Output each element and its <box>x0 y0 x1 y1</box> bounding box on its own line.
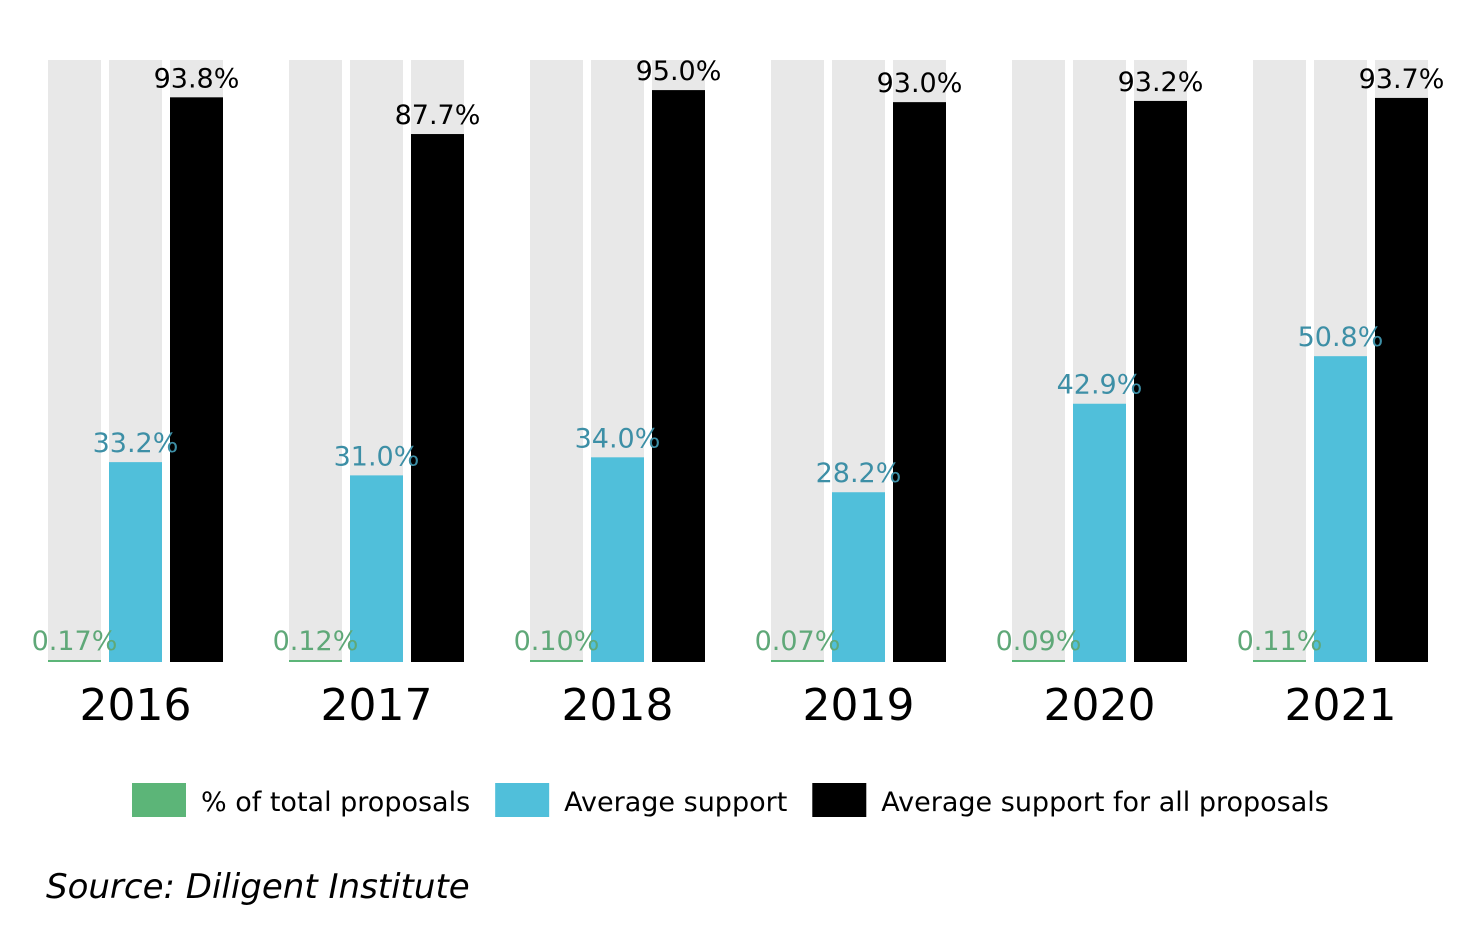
data-label: 93.8% <box>154 63 240 94</box>
x-tick-label: 2021 <box>1285 680 1397 731</box>
x-tick-label: 2016 <box>80 680 192 731</box>
background-bars <box>48 60 1428 662</box>
source-note: Source: Diligent Institute <box>46 867 470 907</box>
bar <box>411 134 464 662</box>
bar <box>771 660 824 662</box>
data-label: 93.0% <box>877 68 963 99</box>
legend-label: % of total proposals <box>201 787 470 818</box>
data-label: 33.2% <box>93 428 179 459</box>
bar <box>832 492 885 662</box>
data-label: 0.07% <box>755 626 841 657</box>
bar <box>170 97 223 663</box>
year-labels: 2016 2017 2018 2019 2020 2021 <box>80 680 1397 731</box>
legend-label: Average support for all proposals <box>881 787 1329 818</box>
data-bars <box>48 90 1428 663</box>
bar <box>652 90 705 663</box>
bar <box>289 660 342 662</box>
bar <box>1375 97 1428 662</box>
data-label: 42.9% <box>1057 370 1143 401</box>
bar <box>1073 403 1126 662</box>
data-label: 0.17% <box>32 626 118 657</box>
data-label: 93.2% <box>1118 67 1204 98</box>
bar <box>48 660 101 662</box>
x-tick-label: 2019 <box>803 680 915 731</box>
value-labels: 0.17% 33.2% 93.8% 0.12% 31.0% 87.7% 0.10% 34.0%… <box>32 56 1445 657</box>
data-label: 50.8% <box>1298 322 1384 353</box>
data-label: 93.7% <box>1359 64 1445 95</box>
legend-swatch <box>132 783 186 817</box>
data-label: 0.11% <box>1237 626 1323 657</box>
legend: % of total proposals Average support Avera… <box>132 783 1329 818</box>
background-bar <box>1012 60 1065 662</box>
data-label: 95.0% <box>636 56 722 87</box>
bar <box>1134 100 1187 663</box>
data-label: 87.7% <box>395 100 481 131</box>
bar <box>530 660 583 662</box>
bar <box>591 457 644 662</box>
data-label: 0.10% <box>514 626 600 657</box>
bar <box>109 462 162 662</box>
data-label: 31.0% <box>334 441 420 472</box>
bar <box>893 102 946 662</box>
data-label: 28.2% <box>816 458 902 489</box>
background-bar <box>530 60 583 662</box>
background-bar <box>771 60 824 662</box>
legend-label: Average support <box>564 787 787 818</box>
legend-swatch <box>495 783 550 817</box>
data-label: 0.12% <box>273 626 359 657</box>
bar <box>1314 356 1367 662</box>
bar <box>1012 660 1065 662</box>
background-bar <box>289 60 342 662</box>
x-tick-label: 2017 <box>321 680 433 731</box>
legend-swatch <box>812 783 867 817</box>
bar <box>1253 660 1306 662</box>
data-label: 34.0% <box>575 423 661 454</box>
data-label: 0.09% <box>996 626 1082 657</box>
background-bar <box>1253 60 1306 662</box>
bar <box>350 475 403 662</box>
x-tick-label: 2018 <box>562 680 674 731</box>
x-tick-label: 2020 <box>1044 680 1156 731</box>
background-bar <box>48 60 101 662</box>
